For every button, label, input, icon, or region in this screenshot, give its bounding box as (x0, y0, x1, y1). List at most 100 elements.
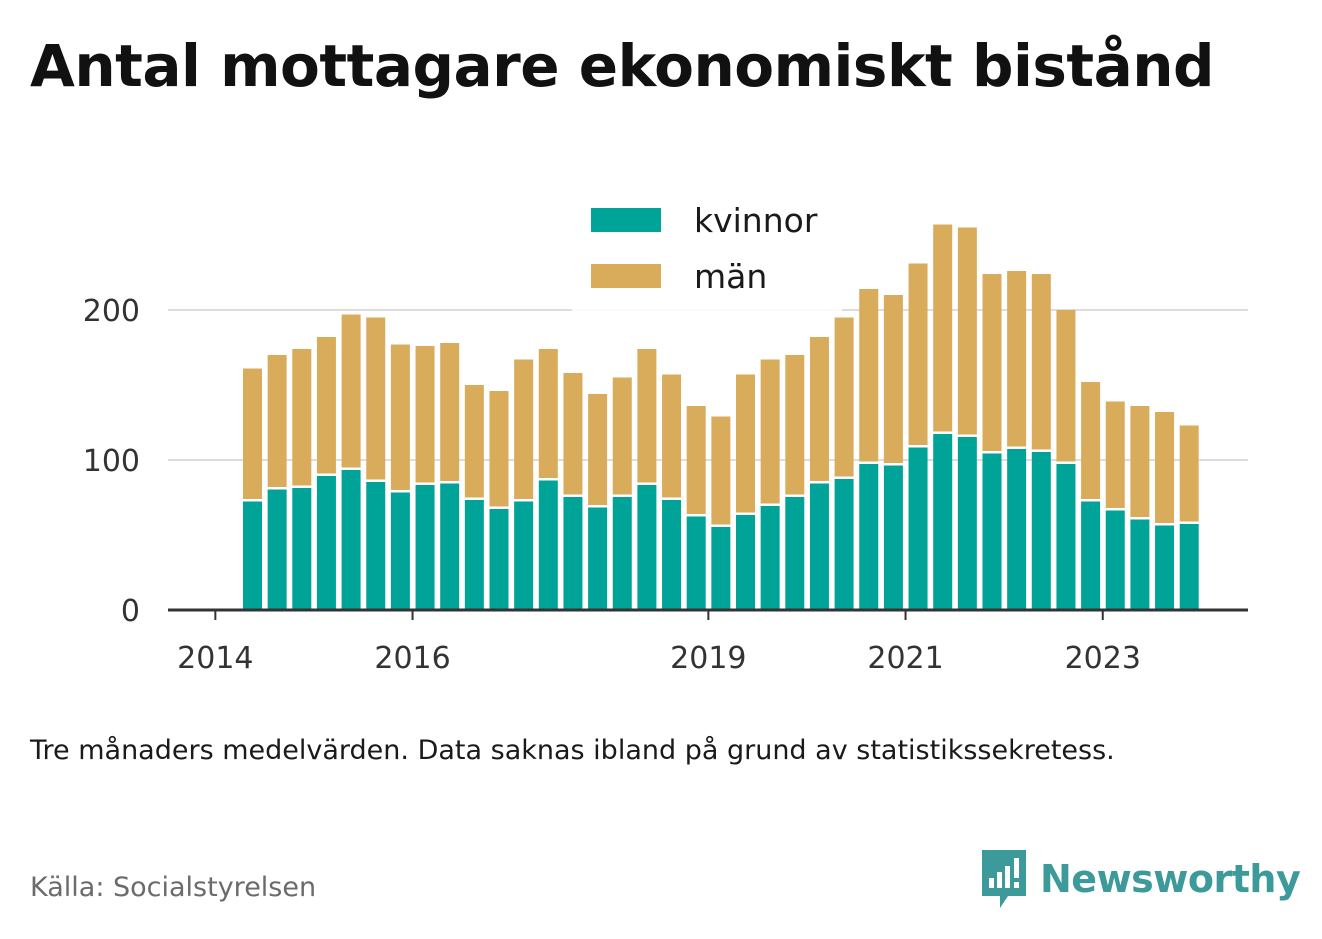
bar-man (933, 224, 953, 432)
bar-kvinnor (464, 500, 484, 610)
bar-kvinnor (366, 482, 386, 610)
newsworthy-logo-icon (982, 850, 1026, 908)
bar-man (612, 377, 632, 495)
bar-kvinnor (415, 485, 435, 610)
bar-man (563, 373, 583, 495)
legend-swatch (591, 264, 661, 288)
source-label: Källa: Socialstyrelsen (30, 872, 317, 903)
bar-man (1179, 425, 1199, 522)
y-tick-label: 200 (83, 294, 140, 329)
bar-kvinnor (243, 501, 262, 610)
bar-man (316, 337, 336, 474)
bar-man (809, 337, 829, 481)
bar-man (736, 374, 755, 513)
bar-man (1081, 382, 1101, 499)
bar-man (1130, 406, 1150, 517)
chart-note: Tre månaders medelvärden. Data saknas ib… (30, 735, 1115, 766)
bar-kvinnor (1130, 519, 1150, 610)
y-tick-label: 100 (83, 444, 140, 479)
bar-kvinnor (390, 492, 410, 610)
legend-label: män (694, 257, 767, 296)
bar-kvinnor (341, 470, 361, 610)
bar-man (1056, 310, 1076, 462)
bar-man (440, 343, 460, 481)
bar-kvinnor (686, 516, 706, 610)
bars (243, 224, 1199, 610)
bar-kvinnor (538, 480, 558, 610)
bar-kvinnor (1007, 449, 1027, 610)
bar-man (464, 385, 484, 498)
bar-man (588, 394, 608, 505)
bar-kvinnor (1155, 525, 1175, 610)
bar-kvinnor (292, 488, 312, 610)
bar-man (662, 374, 682, 498)
bar-man (489, 391, 509, 507)
bar-man (366, 317, 386, 480)
bar-kvinnor (933, 434, 953, 610)
legend-label: kvinnor (694, 201, 818, 240)
bar-man (341, 314, 361, 468)
bar-kvinnor (859, 464, 879, 610)
x-tick-label: 2019 (670, 641, 746, 676)
legend-swatch (591, 208, 661, 232)
x-tick-label: 2023 (1065, 641, 1141, 676)
bar-man (415, 346, 435, 483)
bar-man (538, 349, 558, 478)
bar-kvinnor (908, 447, 928, 610)
x-axis: 2014 2016 2019 2021 2023 (168, 608, 1248, 676)
bar-kvinnor (1081, 501, 1101, 610)
stacked-bar-chart: 0 100 200 2014 2016 2019 2021 2023 kvinnor män (82, 193, 1248, 676)
bar-kvinnor (637, 485, 657, 610)
bar-man (1031, 274, 1051, 450)
bar-kvinnor (809, 483, 829, 610)
bar-kvinnor (588, 507, 608, 610)
bar-kvinnor (785, 497, 805, 610)
bar-kvinnor (563, 497, 583, 610)
bar-kvinnor (489, 509, 509, 610)
brand-name: Newsworthy (1040, 857, 1301, 901)
bar-kvinnor (514, 501, 534, 610)
bar-man (859, 289, 879, 462)
bar-kvinnor (883, 465, 903, 610)
bar-man (243, 368, 262, 499)
bar-man (267, 355, 287, 487)
x-tick-label: 2014 (177, 641, 253, 676)
bar-kvinnor (1105, 510, 1125, 610)
chart-title: Antal mottagare ekonomiskt bistånd (30, 32, 1215, 100)
bar-man (982, 274, 1002, 451)
bar-man (1155, 412, 1175, 523)
bar-kvinnor (1031, 452, 1051, 610)
bar-kvinnor (736, 515, 755, 610)
bar-man (686, 406, 706, 514)
bar-kvinnor (711, 527, 731, 610)
bar-kvinnor (1056, 464, 1076, 610)
x-tick-label: 2016 (374, 641, 450, 676)
bar-man (883, 295, 903, 463)
brand-logo: Newsworthy (980, 848, 1301, 910)
x-tick-label: 2021 (867, 641, 943, 676)
bar-man (908, 263, 928, 445)
bar-kvinnor (662, 500, 682, 610)
bar-kvinnor (267, 489, 287, 610)
legend: kvinnor män (572, 193, 842, 311)
bar-man (711, 416, 731, 525)
bar-man (834, 317, 854, 477)
bar-kvinnor (957, 437, 977, 610)
y-tick-label: 0 (121, 594, 140, 629)
bar-man (637, 349, 657, 483)
bar-kvinnor (982, 453, 1002, 610)
bar-man (957, 227, 977, 435)
bar-kvinnor (612, 497, 632, 610)
bar-man (390, 344, 410, 490)
bar-kvinnor (760, 506, 780, 610)
bar-man (760, 359, 780, 504)
bar-kvinnor (316, 476, 336, 610)
bar-man (1007, 271, 1027, 447)
bar-kvinnor (440, 483, 460, 610)
bar-man (785, 355, 805, 495)
bar-kvinnor (1179, 524, 1199, 610)
bar-kvinnor (834, 479, 854, 610)
bar-man (292, 349, 312, 486)
bar-man (514, 359, 534, 499)
bar-man (1105, 401, 1125, 508)
